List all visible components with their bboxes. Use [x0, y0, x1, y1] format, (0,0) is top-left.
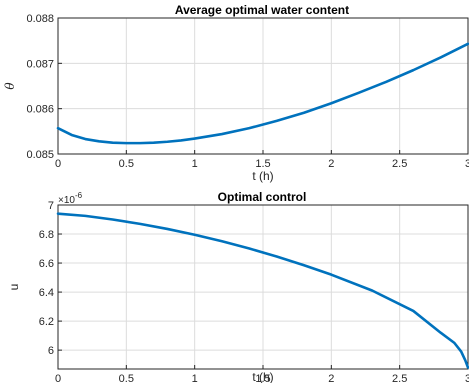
x-axis-label: t (h): [252, 169, 273, 183]
chart-title: Average optimal water content: [175, 3, 349, 17]
optimal-control-chart: Optimal control ×10-6 0 0.5 1 1.5 2 2.5 3 6 6.2 6…: [7, 190, 469, 383]
x-tick-label: 3: [465, 158, 469, 170]
y-axis-exponent: ×10-6: [58, 191, 83, 206]
y-tick-label: 6: [48, 345, 54, 357]
water-content-line: [56, 42, 469, 145]
axis-ticks: 0 0.5 1 1.5 2 2.5 3 0.085 0.086 0.087 0.088: [26, 13, 469, 170]
x-tick-label: 2.5: [392, 158, 407, 170]
chart-title: Optimal control: [218, 190, 307, 204]
y-tick-label: 0.086: [26, 104, 54, 116]
y-tick-label: 0.085: [26, 149, 54, 161]
water-content-chart: Average optimal water content 0 0.5 1 1.5 2 2…: [3, 3, 469, 183]
x-tick-label: 0: [55, 158, 61, 170]
x-tick-label: 1.5: [255, 158, 270, 170]
y-tick-label: 6.4: [39, 287, 54, 299]
axis-ticks: 0 0.5 1 1.5 2 2.5 3 6 6.2 6.4 6.6 6.8 7: [39, 200, 469, 383]
x-tick-label: 1: [192, 158, 198, 170]
y-tick-label: 6.2: [39, 316, 54, 328]
y-tick-label: 0.087: [26, 58, 54, 70]
y-tick-label: 6.8: [39, 229, 54, 241]
x-tick-label: 2: [328, 158, 334, 170]
x-tick-label: 3: [465, 373, 469, 383]
y-tick-label: 6.6: [39, 258, 54, 270]
y-axis-label: θ: [3, 82, 17, 90]
y-tick-label: 7: [48, 200, 54, 212]
x-tick-label: 0.5: [119, 158, 134, 170]
x-tick-label: 1: [192, 373, 198, 383]
y-tick-label: 0.088: [26, 13, 54, 25]
x-axis-label: t (h): [252, 370, 273, 383]
x-tick-label: 0: [55, 373, 61, 383]
grid: [57, 204, 469, 369]
x-tick-label: 2.5: [392, 373, 407, 383]
grid: [57, 17, 469, 155]
x-tick-label: 1.5: [255, 373, 270, 383]
optimal-control-line: [56, 212, 469, 369]
x-tick-label: 0.5: [119, 373, 134, 383]
y-axis-label: u: [7, 284, 21, 291]
x-tick-label: 2: [328, 373, 334, 383]
